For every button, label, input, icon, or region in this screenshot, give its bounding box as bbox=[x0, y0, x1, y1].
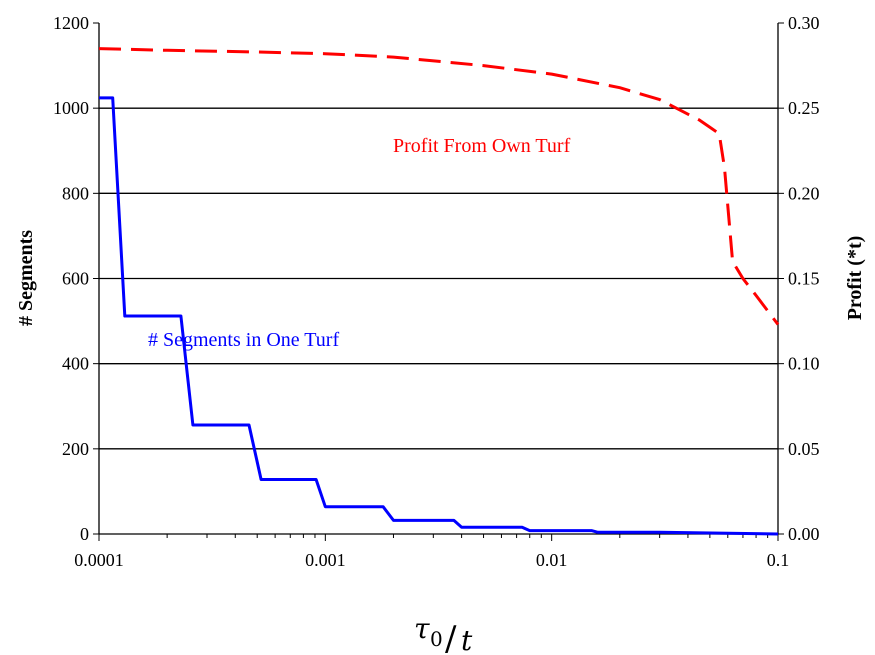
y-right-tick-label: 0.15 bbox=[788, 269, 820, 289]
svg-text:t: t bbox=[461, 624, 473, 655]
svg-text:0: 0 bbox=[430, 627, 443, 651]
x-tick-label: 0.1 bbox=[767, 550, 790, 570]
x-tick-label: 0.001 bbox=[305, 550, 346, 570]
gridlines bbox=[99, 107, 778, 450]
x-tick-label: 0.01 bbox=[536, 550, 568, 570]
y-left-tick-label: 400 bbox=[62, 354, 89, 374]
y-right-tick-label: 0.25 bbox=[788, 98, 820, 118]
y-left-tick-label: 600 bbox=[62, 269, 89, 289]
y-right-tick-label: 0.20 bbox=[788, 183, 820, 203]
series-label-segments: # Segments in One Turf bbox=[148, 329, 339, 351]
y-left-tick-label: 1000 bbox=[53, 98, 89, 118]
y-right-tick-label: 0.05 bbox=[788, 439, 820, 459]
svg-text:/: / bbox=[445, 619, 457, 655]
x-axis-title: τ 0 / t bbox=[414, 612, 473, 655]
y-left-tick-label: 800 bbox=[62, 183, 89, 203]
y-left-tick-label: 0 bbox=[80, 524, 89, 544]
left-axis-title: # Segments bbox=[15, 230, 37, 326]
y-left-tick-label: 200 bbox=[62, 439, 89, 459]
series-label-profit: Profit From Own Turf bbox=[393, 135, 571, 157]
plot-frame bbox=[93, 22, 784, 541]
x-tick-label: 0.0001 bbox=[74, 550, 124, 570]
y-right-tick-label: 0.30 bbox=[788, 13, 820, 33]
y-left-tick-label: 1200 bbox=[53, 13, 89, 33]
y-right-tick-label: 0.10 bbox=[788, 354, 820, 374]
y-right-tick-label: 0.00 bbox=[788, 524, 820, 544]
svg-text:τ: τ bbox=[414, 612, 430, 645]
profit-line bbox=[98, 47, 780, 326]
right-axis-title: Profit (*t) bbox=[844, 236, 866, 321]
segments-line bbox=[99, 96, 779, 536]
tick-labels: 0 0.00 200 0.05 400 0.10 600 0.15 800 0.20 1000 0.2… bbox=[53, 13, 820, 570]
series-lines bbox=[98, 47, 780, 536]
